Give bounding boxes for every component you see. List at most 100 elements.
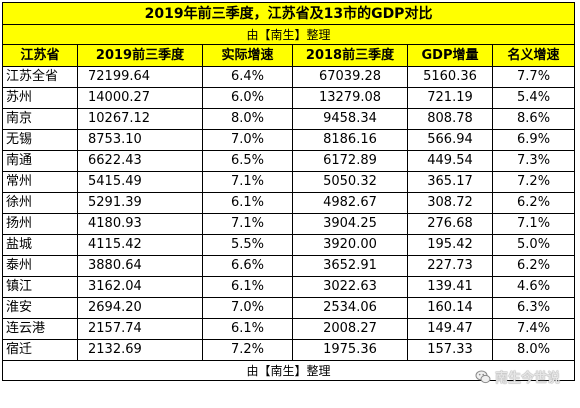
table-cell-v2019: 4180.93: [77, 213, 203, 235]
table-footer: 由【南生】整理: [1, 360, 576, 381]
table-cell-increment: 721.19: [407, 87, 493, 109]
subtitle-row: 由【南生】整理: [1, 24, 576, 45]
table-cell-increment: 566.94: [407, 129, 493, 151]
table-cell-v2018: 2534.06: [292, 297, 408, 319]
footer-row: 由【南生】整理: [1, 360, 576, 381]
table-cell-real-growth: 5.5%: [202, 234, 293, 256]
table-cell-v2018: 6172.89: [292, 150, 408, 172]
table-cell-real-growth: 7.2%: [202, 339, 293, 361]
table-cell-real-growth: 6.1%: [202, 192, 293, 214]
table-cell-nominal-growth: 7.3%: [491, 150, 576, 172]
table-cell-v2019: 8753.10: [77, 129, 203, 151]
table-row: 江苏全省 72199.64 6.4% 67039.28 5160.36 7.7%: [2, 66, 576, 88]
table-cell-real-growth: 6.5%: [202, 150, 293, 172]
table-row: 宿迁 2132.69 7.2% 1975.36 157.33 8.0%: [2, 339, 576, 361]
table-cell-real-growth: 7.1%: [202, 171, 293, 193]
column-header: 实际增速: [202, 44, 293, 67]
table-row: 无锡 8753.10 7.0% 8186.16 566.94 6.9%: [2, 129, 576, 151]
table-cell-v2018: 1975.36: [292, 339, 408, 361]
table-cell-name: 苏州: [2, 87, 78, 109]
table-cell-increment: 276.68: [407, 213, 493, 235]
table-row: 南京 10267.12 8.0% 9458.34 808.78 8.6%: [2, 108, 576, 130]
table-cell-increment: 195.42: [407, 234, 493, 256]
header-row: 江苏省 2019前三季度 实际增速 2018前三季度 GDP增量 名义增速: [2, 44, 576, 67]
table-cell-name: 南通: [2, 150, 78, 172]
table-row: 淮安 2694.20 7.0% 2534.06 160.14 6.3%: [2, 297, 576, 319]
title-row: 2019年前三季度，江苏省及13市的GDP对比: [1, 2, 576, 25]
table-cell-name: 泰州: [2, 255, 78, 277]
table-cell-real-growth: 6.4%: [202, 66, 293, 88]
table-cell-increment: 308.72: [407, 192, 493, 214]
table-cell-v2018: 3022.63: [292, 276, 408, 298]
table-cell-v2019: 3880.64: [77, 255, 203, 277]
table-cell-v2019: 14000.27: [77, 87, 203, 109]
column-header: 2019前三季度: [77, 44, 203, 67]
table-row: 盐城 4115.42 5.5% 3920.00 195.42 5.0%: [2, 234, 576, 256]
table-cell-v2019: 2132.69: [77, 339, 203, 361]
column-header: GDP增量: [407, 44, 493, 67]
table-cell-v2019: 3162.04: [77, 276, 203, 298]
table-cell-nominal-growth: 5.4%: [491, 87, 576, 109]
gdp-table: 2019年前三季度，江苏省及13市的GDP对比 由【南生】整理 江苏省 2019…: [1, 2, 576, 381]
table-cell-name: 南京: [2, 108, 78, 130]
table-row: 连云港 2157.74 6.1% 2008.27 149.47 7.4%: [2, 318, 576, 340]
table-cell-name: 镇江: [2, 276, 78, 298]
table-cell-v2018: 3652.91: [292, 255, 408, 277]
table-row: 苏州 14000.27 6.0% 13279.08 721.19 5.4%: [2, 87, 576, 109]
table-cell-increment: 808.78: [407, 108, 493, 130]
table-cell-nominal-growth: 7.7%: [491, 66, 576, 88]
wechat-icon: [475, 370, 491, 383]
table-cell-increment: 139.41: [407, 276, 493, 298]
table-cell-nominal-growth: 5.0%: [491, 234, 576, 256]
watermark: 南生今世说: [475, 367, 560, 386]
table-cell-nominal-growth: 7.1%: [491, 213, 576, 235]
table-cell-real-growth: 7.0%: [202, 297, 293, 319]
table-cell-nominal-growth: 7.4%: [491, 318, 576, 340]
table-cell-real-growth: 7.1%: [202, 213, 293, 235]
table-row: 常州 5415.49 7.1% 5050.32 365.17 7.2%: [2, 171, 576, 193]
table-cell-v2018: 67039.28: [292, 66, 408, 88]
table-cell-v2018: 4982.67: [292, 192, 408, 214]
table-cell-real-growth: 6.0%: [202, 87, 293, 109]
table-cell-v2018: 3920.00: [292, 234, 408, 256]
table-cell-increment: 227.73: [407, 255, 493, 277]
table-cell-v2019: 4115.42: [77, 234, 203, 256]
table-cell-name: 徐州: [2, 192, 78, 214]
column-header: 江苏省: [2, 44, 78, 67]
table-cell-increment: 5160.36: [407, 66, 493, 88]
table-title: 2019年前三季度，江苏省及13市的GDP对比: [1, 2, 576, 25]
table-row: 扬州 4180.93 7.1% 3904.25 276.68 7.1%: [2, 213, 576, 235]
table-cell-name: 宿迁: [2, 339, 78, 361]
table-cell-v2019: 2694.20: [77, 297, 203, 319]
table-cell-increment: 160.14: [407, 297, 493, 319]
table-cell-v2018: 5050.32: [292, 171, 408, 193]
table-cell-v2018: 8186.16: [292, 129, 408, 151]
table-cell-name: 淮安: [2, 297, 78, 319]
table-cell-v2019: 72199.64: [77, 66, 203, 88]
table-cell-v2019: 5291.39: [77, 192, 203, 214]
column-header: 名义增速: [491, 44, 576, 67]
table-cell-v2019: 5415.49: [77, 171, 203, 193]
table-cell-real-growth: 8.0%: [202, 108, 293, 130]
table-cell-increment: 157.33: [407, 339, 493, 361]
table-row: 镇江 3162.04 6.1% 3022.63 139.41 4.6%: [2, 276, 576, 298]
table-cell-increment: 149.47: [407, 318, 493, 340]
table-cell-nominal-growth: 8.0%: [491, 339, 576, 361]
table-cell-increment: 365.17: [407, 171, 493, 193]
table-cell-name: 常州: [2, 171, 78, 193]
column-header: 2018前三季度: [292, 44, 408, 67]
table-cell-nominal-growth: 4.6%: [491, 276, 576, 298]
table-cell-v2018: 13279.08: [292, 87, 408, 109]
table-cell-v2018: 3904.25: [292, 213, 408, 235]
table-cell-v2019: 2157.74: [77, 318, 203, 340]
table-row: 南通 6622.43 6.5% 6172.89 449.54 7.3%: [2, 150, 576, 172]
table-row: 徐州 5291.39 6.1% 4982.67 308.72 6.2%: [2, 192, 576, 214]
table-cell-increment: 449.54: [407, 150, 493, 172]
table-cell-name: 江苏全省: [2, 66, 78, 88]
table-subtitle: 由【南生】整理: [1, 24, 576, 45]
table-cell-v2019: 6622.43: [77, 150, 203, 172]
table-cell-name: 无锡: [2, 129, 78, 151]
watermark-text: 南生今世说: [494, 371, 560, 386]
table-cell-v2018: 9458.34: [292, 108, 408, 130]
